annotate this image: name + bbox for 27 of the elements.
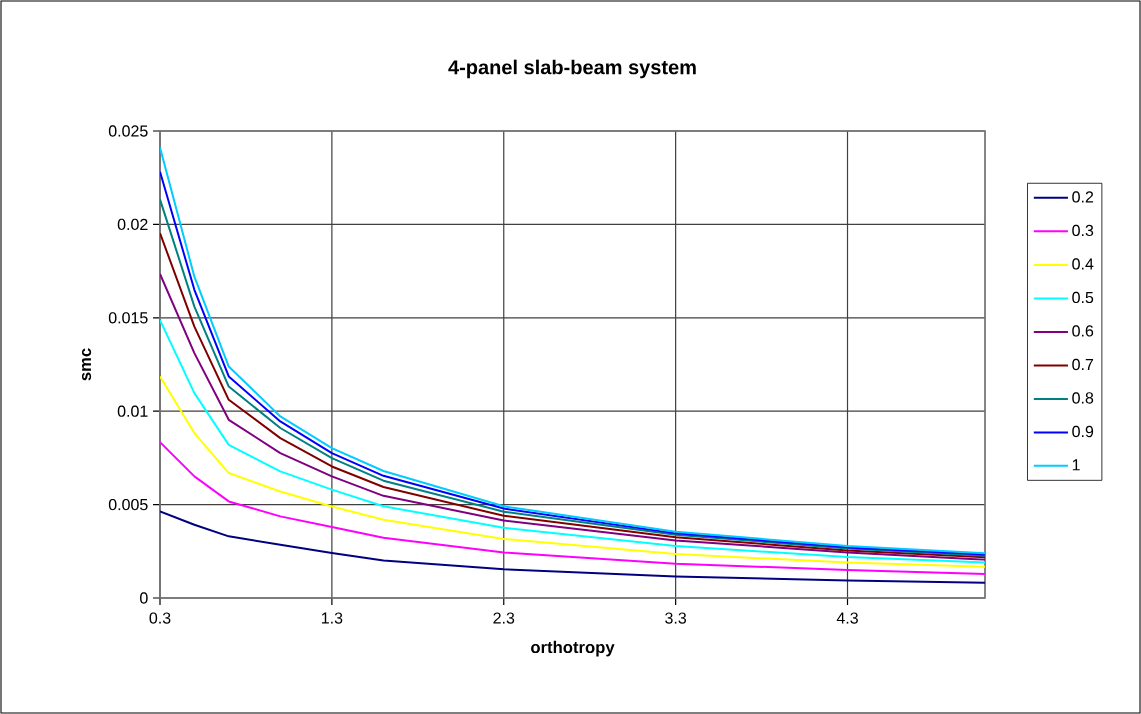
line-series [160, 441, 986, 576]
y-tick-label: 0 [140, 592, 148, 604]
y-axis-title: smc [81, 348, 92, 381]
legend-label: 0.4 [1072, 258, 1094, 270]
chart-title: 4-panel slab-beam system [448, 59, 696, 79]
x-axis-title: orthotropy [531, 640, 615, 657]
legend-label: 0.2 [1072, 191, 1094, 203]
legend-label: 0.9 [1072, 425, 1094, 438]
legend-label: 0.5 [1072, 291, 1094, 304]
y-tick-label: 0.025 [108, 125, 148, 137]
line-series [160, 319, 986, 564]
x-tick-label: 4.3 [836, 612, 858, 624]
legend-label: 0.8 [1072, 392, 1094, 404]
x-tick-label: 0.3 [149, 612, 171, 624]
y-tick-label: 0.015 [108, 312, 148, 324]
x-tick-label: 1.3 [321, 612, 343, 624]
line-series [160, 375, 986, 568]
line-series [160, 510, 986, 584]
y-tick-label: 0.005 [108, 498, 148, 511]
y-tick-label: 0.01 [117, 405, 148, 417]
legend-label: 1 [1072, 459, 1080, 471]
legend-label: 0.6 [1072, 325, 1094, 337]
y-tick-label: 0.02 [117, 218, 148, 231]
legend-label: 0.7 [1072, 358, 1094, 371]
x-tick-label: 2.3 [493, 612, 515, 624]
x-tick-label: 3.3 [665, 612, 687, 624]
legend-label: 0.3 [1072, 224, 1094, 237]
